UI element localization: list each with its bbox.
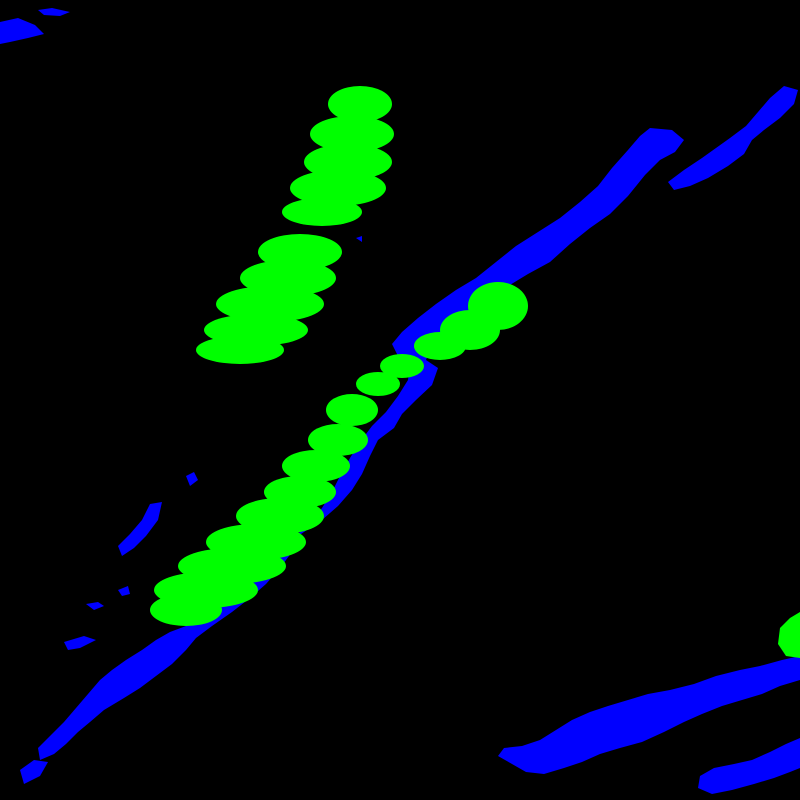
green-region-upper-2 — [310, 116, 394, 152]
green-region-mid-8 — [282, 450, 350, 482]
green-region-mid-6 — [326, 394, 378, 426]
blue-region-fleck-1 — [118, 502, 162, 556]
green-region-mid-4 — [380, 354, 424, 378]
green-region-group — [150, 86, 800, 658]
blue-region-fleck-2 — [186, 472, 198, 486]
green-region-upper-1 — [328, 86, 392, 122]
green-region-mid-5 — [356, 372, 400, 396]
green-region-mid-14 — [150, 594, 222, 626]
blue-region-bottom-right-lower — [698, 738, 800, 794]
green-region-upper-5 — [282, 198, 362, 226]
green-region-upper-4 — [290, 170, 386, 206]
blue-region-bottom-right-streak — [498, 656, 800, 774]
blue-region-fleck-4 — [64, 636, 96, 650]
blue-region-top-left-fleck — [38, 8, 70, 16]
blue-region-upper-right-streak — [668, 86, 798, 190]
green-region-mid-3 — [414, 332, 466, 360]
blue-region-main-streak — [292, 128, 684, 540]
green-region-upper-8 — [216, 286, 324, 322]
blue-region-fleck-3 — [86, 602, 104, 610]
green-region-mid-7 — [308, 424, 368, 456]
blue-region-bottom-left-corner — [20, 760, 48, 784]
blue-region-group — [0, 8, 800, 794]
green-region-upper-10 — [196, 336, 284, 364]
blue-region-fleck-6 — [356, 236, 362, 242]
blue-region-fleck-5 — [118, 586, 130, 596]
blue-region-top-left — [0, 18, 44, 44]
green-region-right-edge — [778, 612, 800, 658]
